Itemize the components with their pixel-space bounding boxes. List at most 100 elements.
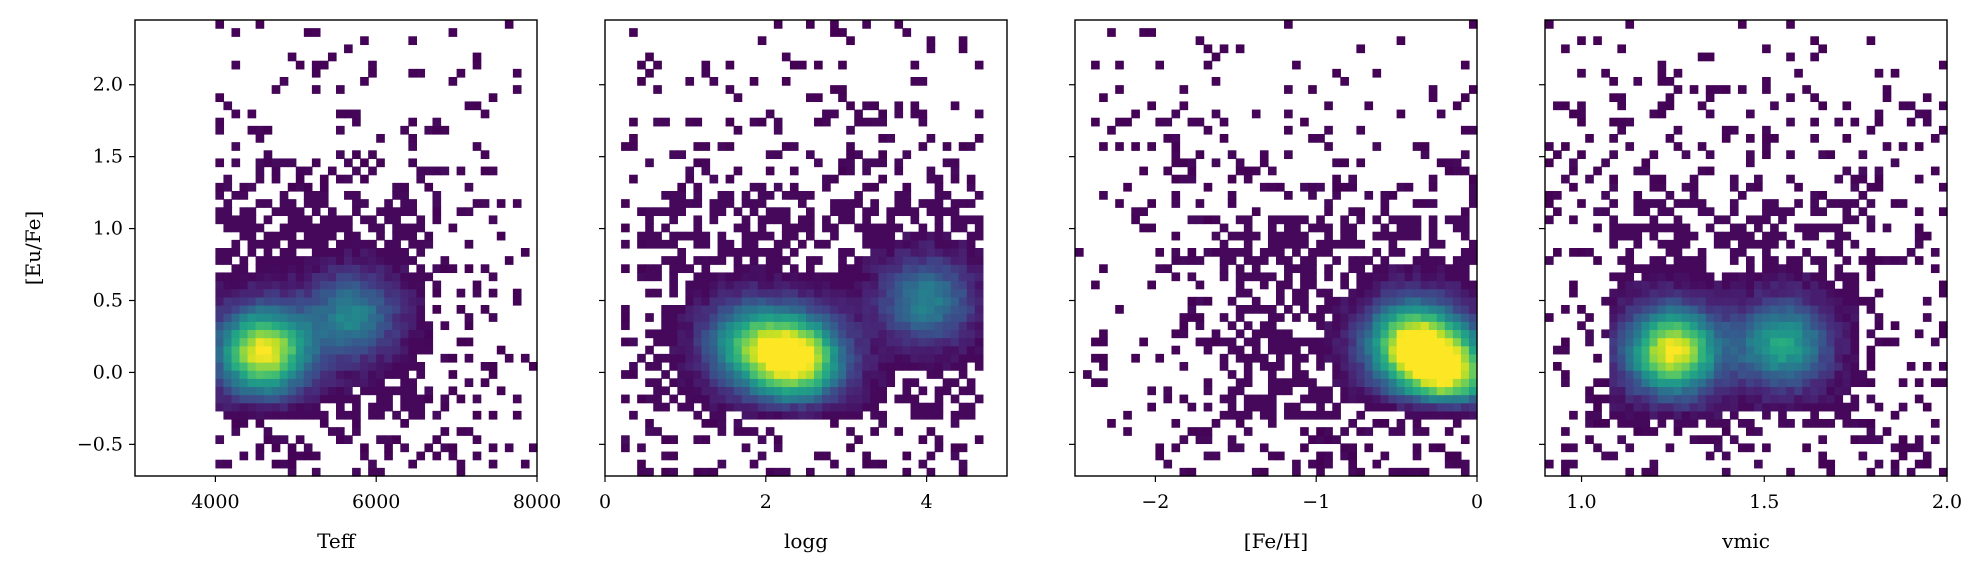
heatmap-cell — [231, 378, 241, 388]
y-axis-label: [Eu/Fe] — [21, 211, 45, 285]
heatmap-cell — [1737, 345, 1747, 355]
heatmap-cell — [1689, 386, 1699, 396]
heatmap-cell — [854, 321, 863, 331]
heatmap-cell — [1770, 362, 1779, 371]
heatmap-cell — [1858, 419, 1868, 428]
heatmap-cell — [1657, 256, 1667, 265]
heatmap-cell — [1842, 410, 1852, 420]
heatmap-cell — [725, 199, 735, 208]
heatmap-cell — [247, 337, 257, 347]
heatmap-cell — [878, 248, 887, 257]
heatmap-cell — [1243, 353, 1253, 363]
heatmap-cell — [645, 239, 654, 249]
heatmap-cell — [1681, 337, 1691, 347]
heatmap-cell — [1115, 142, 1124, 151]
heatmap-cell — [677, 248, 686, 257]
heatmap-cell — [295, 272, 305, 282]
heatmap-cell — [1681, 386, 1691, 396]
heatmap-cell — [1649, 264, 1659, 274]
heatmap-cell — [926, 288, 936, 298]
heatmap-cell — [1826, 321, 1836, 331]
heatmap-cell — [661, 223, 670, 233]
heatmap-cell — [1858, 378, 1868, 388]
heatmap-cell — [255, 313, 265, 322]
heatmap-cell — [637, 467, 646, 477]
heatmap-cell — [862, 231, 871, 241]
heatmap-cell — [846, 337, 855, 347]
heatmap-cell — [223, 207, 233, 217]
heatmap-cell — [295, 345, 305, 355]
heatmap-cell — [822, 239, 831, 249]
heatmap-cell — [902, 305, 912, 314]
heatmap-cell — [1705, 109, 1715, 119]
heatmap-cell — [400, 231, 409, 241]
heatmap-cell — [1227, 370, 1237, 379]
heatmap-cell — [1858, 191, 1868, 200]
heatmap-cell — [1818, 353, 1827, 363]
heatmap-cell — [1452, 419, 1462, 428]
heatmap-cell — [352, 109, 361, 119]
heatmap-cell — [1770, 353, 1779, 363]
heatmap-cell — [1468, 410, 1478, 420]
heatmap-cell — [1786, 288, 1795, 298]
heatmap-cell — [1436, 337, 1446, 347]
heatmap-cell — [1842, 362, 1852, 371]
heatmap-cell — [1786, 52, 1795, 62]
heatmap-cell — [247, 109, 257, 119]
heatmap-cell — [1721, 329, 1731, 339]
heatmap-cell — [1356, 288, 1366, 298]
heatmap-cell — [974, 313, 984, 322]
heatmap-cell — [1569, 443, 1578, 453]
heatmap-cell — [311, 199, 321, 208]
heatmap-cell — [677, 191, 686, 200]
heatmap-cell — [1420, 337, 1430, 347]
heatmap-cell — [1665, 264, 1675, 274]
heatmap-cell — [247, 378, 257, 388]
heatmap-cell — [709, 256, 719, 265]
heatmap-cell — [464, 337, 474, 347]
heatmap-cell — [311, 264, 321, 274]
heatmap-cell — [271, 329, 281, 339]
heatmap-cell — [1802, 329, 1811, 339]
heatmap-cell — [1292, 467, 1301, 477]
heatmap-cell — [1316, 321, 1325, 331]
heatmap-cell — [1452, 272, 1462, 282]
heatmap-cell — [336, 239, 345, 249]
heatmap-cell — [279, 386, 289, 396]
heatmap-cell — [677, 199, 686, 208]
heatmap-cell — [781, 353, 791, 363]
heatmap-cell — [1633, 223, 1643, 233]
heatmap-cell — [1340, 272, 1349, 282]
heatmap-cell — [910, 207, 920, 217]
heatmap-cell — [247, 353, 257, 363]
heatmap-cell — [1324, 296, 1333, 306]
heatmap-cell — [279, 321, 289, 331]
heatmap-cell — [384, 443, 393, 453]
heatmap-cell — [488, 370, 498, 379]
heatmap-cell — [1300, 231, 1309, 241]
heatmap-cell — [1171, 329, 1181, 339]
heatmap-cell — [360, 215, 369, 225]
heatmap-cell — [1179, 313, 1189, 322]
heatmap-cell — [1545, 199, 1554, 208]
heatmap-cell — [488, 272, 498, 282]
heatmap-cell — [1211, 419, 1221, 428]
heatmap-cell — [749, 345, 759, 355]
heatmap-cell — [1721, 321, 1731, 331]
heatmap-cell — [1633, 410, 1643, 420]
heatmap-cell — [1609, 288, 1618, 298]
heatmap-cell — [1681, 394, 1691, 404]
heatmap-cell — [894, 353, 904, 363]
heatmap-cell — [1436, 378, 1446, 388]
heatmap-cell — [416, 313, 426, 322]
heatmap-cell — [1316, 435, 1325, 445]
heatmap-cell — [1754, 313, 1763, 322]
heatmap-cell — [1267, 394, 1277, 404]
heatmap-cell — [814, 451, 823, 461]
heatmap-cell — [1705, 296, 1715, 306]
heatmap-cell — [416, 305, 426, 314]
heatmap-cell — [1737, 362, 1747, 371]
heatmap-cell — [773, 248, 783, 257]
heatmap-cell — [400, 125, 409, 135]
